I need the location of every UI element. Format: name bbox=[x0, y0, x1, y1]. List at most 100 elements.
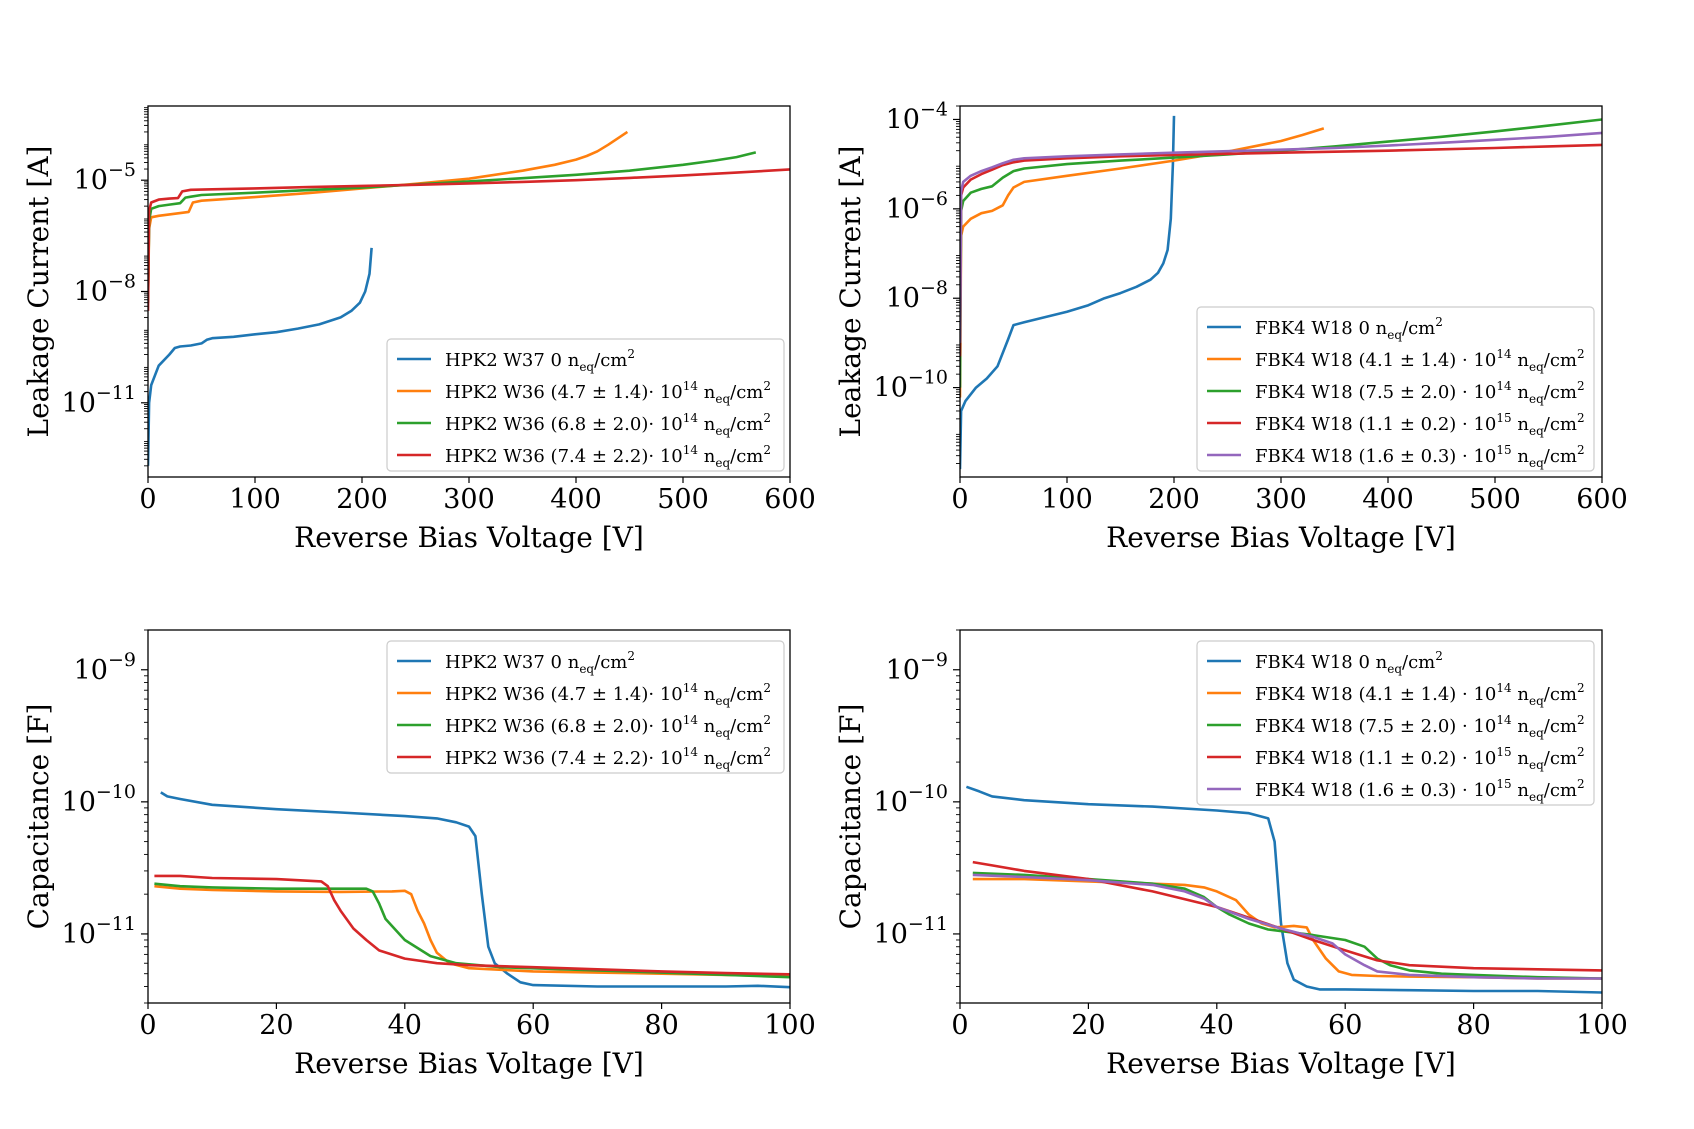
legend-entry: FBK4 W18 0 neq/cm2 bbox=[1255, 315, 1443, 342]
y-tick-label: 10−10 bbox=[62, 781, 136, 818]
legend-subscript: eq bbox=[1529, 360, 1544, 374]
legend-power: 14 bbox=[1496, 347, 1512, 361]
series-line-4 bbox=[960, 131, 1602, 343]
x-tick-label: 100 bbox=[229, 484, 281, 515]
legend-n: n bbox=[1512, 446, 1530, 467]
legend-n: n bbox=[1512, 414, 1530, 435]
panel-top-right: 0 100 200 300 400 500 60010−1010−810−610−4Reve… bbox=[834, 98, 1628, 554]
legend-superscript: 2 bbox=[1577, 745, 1585, 759]
legend-superscript: 2 bbox=[1435, 315, 1443, 329]
legend-unit: /cm bbox=[594, 350, 627, 371]
y-tick-base: 10 bbox=[886, 283, 920, 314]
legend-name: HPK2 W36 (6.8 ± 2.0)· 10 bbox=[445, 414, 683, 435]
legend-power: 15 bbox=[1496, 745, 1511, 759]
series-line-0 bbox=[960, 115, 1176, 470]
legend-n: n bbox=[698, 684, 716, 705]
legend-subscript: eq bbox=[715, 392, 730, 406]
legend-unit: /cm bbox=[730, 446, 763, 467]
legend-power: 15 bbox=[1496, 443, 1511, 457]
legend-power: 14 bbox=[683, 681, 699, 695]
legend-n: n bbox=[1512, 716, 1530, 737]
x-tick-label: 200 bbox=[336, 484, 388, 515]
legend-n: n bbox=[1512, 780, 1530, 801]
x-tick-label: 40 bbox=[388, 1010, 422, 1041]
y-tick-exponent: −11 bbox=[908, 913, 948, 935]
panel-top-left: 0 100 200 300 400 500 60010−1110−810−5Reverse … bbox=[22, 105, 816, 554]
plot-area bbox=[148, 130, 790, 466]
legend-unit: /cm bbox=[1544, 414, 1577, 435]
legend-subscript: eq bbox=[1529, 790, 1544, 804]
y-axis-label: Leakage Current [A] bbox=[22, 146, 55, 438]
x-tick-label: 0 bbox=[139, 1010, 156, 1041]
legend-name: FBK4 W18 0 n bbox=[1255, 652, 1388, 673]
legend-superscript: 2 bbox=[1577, 443, 1585, 457]
legend-n: n bbox=[1512, 350, 1530, 371]
y-tick-label: 10−11 bbox=[62, 382, 136, 419]
y-tick-exponent: −6 bbox=[920, 188, 948, 210]
legend-unit: /cm bbox=[1544, 350, 1577, 371]
legend-name: HPK2 W37 0 n bbox=[445, 350, 580, 371]
y-tick-exponent: −11 bbox=[96, 382, 136, 404]
legend-subscript: eq bbox=[1529, 758, 1544, 772]
legend-power: 14 bbox=[683, 443, 699, 457]
legend-entry: FBK4 W18 (7.5 ± 2.0) · 1014 neq/cm2 bbox=[1255, 379, 1585, 406]
legend-frame bbox=[1196, 640, 1595, 806]
legend-entry: HPK2 W36 (6.8 ± 2.0)· 1014 neq/cm2 bbox=[445, 411, 771, 438]
x-tick-label: 300 bbox=[443, 484, 495, 515]
legend-unit: /cm bbox=[1402, 318, 1435, 339]
x-axis-label: Reverse Bias Voltage [V] bbox=[294, 521, 644, 554]
legend-entry: FBK4 W18 (1.1 ± 0.2) · 1015 neq/cm2 bbox=[1255, 745, 1585, 772]
x-tick-label: 600 bbox=[764, 484, 816, 515]
legend-unit: /cm bbox=[1544, 780, 1577, 801]
legend-name: FBK4 W18 (7.5 ± 2.0) · 10 bbox=[1255, 716, 1496, 737]
legend-name: HPK2 W36 (7.4 ± 2.2)· 10 bbox=[445, 446, 683, 467]
series-line-3 bbox=[960, 143, 1602, 357]
y-tick-exponent: −8 bbox=[920, 277, 948, 299]
y-tick-base: 10 bbox=[62, 787, 96, 818]
legend-subscript: eq bbox=[1529, 392, 1544, 406]
series-line-2 bbox=[972, 871, 1602, 980]
x-tick-label: 100 bbox=[1576, 1010, 1628, 1041]
series-line-0 bbox=[148, 247, 373, 466]
legend-subscript: eq bbox=[715, 694, 730, 708]
legend-entry: HPK2 W36 (4.7 ± 1.4)· 1014 neq/cm2 bbox=[445, 681, 771, 708]
series-line-0 bbox=[160, 791, 790, 989]
legend-n: n bbox=[698, 446, 716, 467]
series-line-3 bbox=[154, 874, 790, 976]
legend-n: n bbox=[698, 748, 716, 769]
legend-n: n bbox=[698, 414, 716, 435]
y-tick-exponent: −10 bbox=[908, 781, 948, 803]
legend-unit: /cm bbox=[730, 748, 763, 769]
x-tick-label: 0 bbox=[951, 484, 968, 515]
plot-area bbox=[965, 785, 1602, 994]
y-tick-base: 10 bbox=[886, 655, 920, 686]
legend-n: n bbox=[1512, 748, 1530, 769]
y-tick-label: 10−8 bbox=[74, 271, 136, 308]
x-tick-label: 600 bbox=[1576, 484, 1628, 515]
axes-frame bbox=[147, 629, 791, 1004]
legend-superscript: 2 bbox=[1435, 649, 1443, 663]
legend-subscript: eq bbox=[715, 758, 730, 772]
legend-unit: /cm bbox=[730, 716, 763, 737]
y-tick-base: 10 bbox=[886, 194, 920, 225]
legend-unit: /cm bbox=[730, 684, 763, 705]
x-tick-label: 0 bbox=[139, 484, 156, 515]
x-tick-label: 80 bbox=[1456, 1010, 1490, 1041]
series-line-0 bbox=[965, 785, 1602, 994]
axes-frame bbox=[959, 629, 1603, 1004]
y-tick-base: 10 bbox=[74, 165, 108, 196]
legend-power: 14 bbox=[1496, 681, 1512, 695]
series-line-2 bbox=[148, 151, 757, 303]
legend-superscript: 2 bbox=[1577, 379, 1585, 393]
y-axis-label: Capacitance [F] bbox=[22, 704, 55, 930]
y-tick-base: 10 bbox=[874, 787, 908, 818]
legend-superscript: 2 bbox=[763, 745, 771, 759]
legend-unit: /cm bbox=[730, 414, 763, 435]
y-tick-exponent: −9 bbox=[108, 649, 136, 671]
legend-entry: FBK4 W18 (4.1 ± 1.4) · 1014 neq/cm2 bbox=[1255, 347, 1585, 374]
legend-unit: /cm bbox=[730, 382, 763, 403]
legend-frame bbox=[386, 338, 785, 472]
